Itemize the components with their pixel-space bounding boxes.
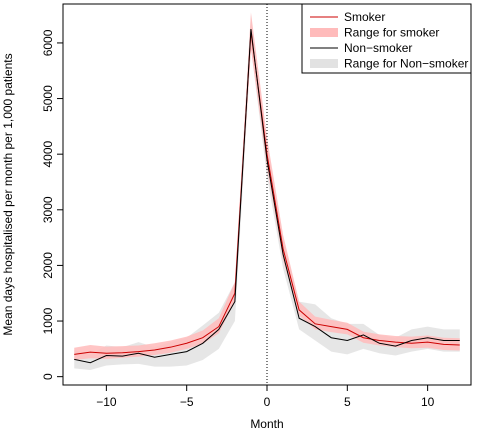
y-tick-label: 4000: [41, 141, 55, 168]
x-tick-label: 10: [421, 395, 435, 409]
legend-label-range-non-smoker: Range for Non−smoker: [344, 57, 468, 71]
line-smoker: [74, 31, 460, 355]
x-tick-label: 5: [344, 395, 351, 409]
band-range-for-non-smoker: [74, 15, 460, 370]
y-axis: 0 1000 2000 3000 4000 5000 6000: [41, 29, 63, 380]
y-tick-label: 6000: [41, 29, 55, 56]
legend-label-non-smoker: Non−smoker: [344, 41, 412, 55]
y-tick-label: 5000: [41, 85, 55, 112]
y-tick-label: 3000: [41, 196, 55, 223]
legend-label-smoker: Smoker: [344, 10, 385, 24]
y-axis-title: Mean days hospitalised per month per 1,0…: [1, 53, 15, 335]
legend-label-range-smoker: Range for smoker: [344, 26, 439, 40]
x-tick-label: 0: [264, 395, 271, 409]
y-tick-label: 0: [41, 373, 55, 380]
line-non-smoker: [74, 28, 460, 364]
x-axis-title: Month: [250, 417, 283, 431]
y-tick-label: 2000: [41, 252, 55, 279]
series-lines: [74, 28, 460, 364]
x-axis: −10 −5 0 5 10: [96, 385, 435, 409]
x-tick-label: −10: [96, 395, 117, 409]
legend: Smoker Range for smoker Non−smoker Range…: [301, 3, 472, 74]
y-tick-label: 1000: [41, 307, 55, 334]
x-tick-label: −5: [180, 395, 194, 409]
range-bands: [74, 12, 460, 370]
